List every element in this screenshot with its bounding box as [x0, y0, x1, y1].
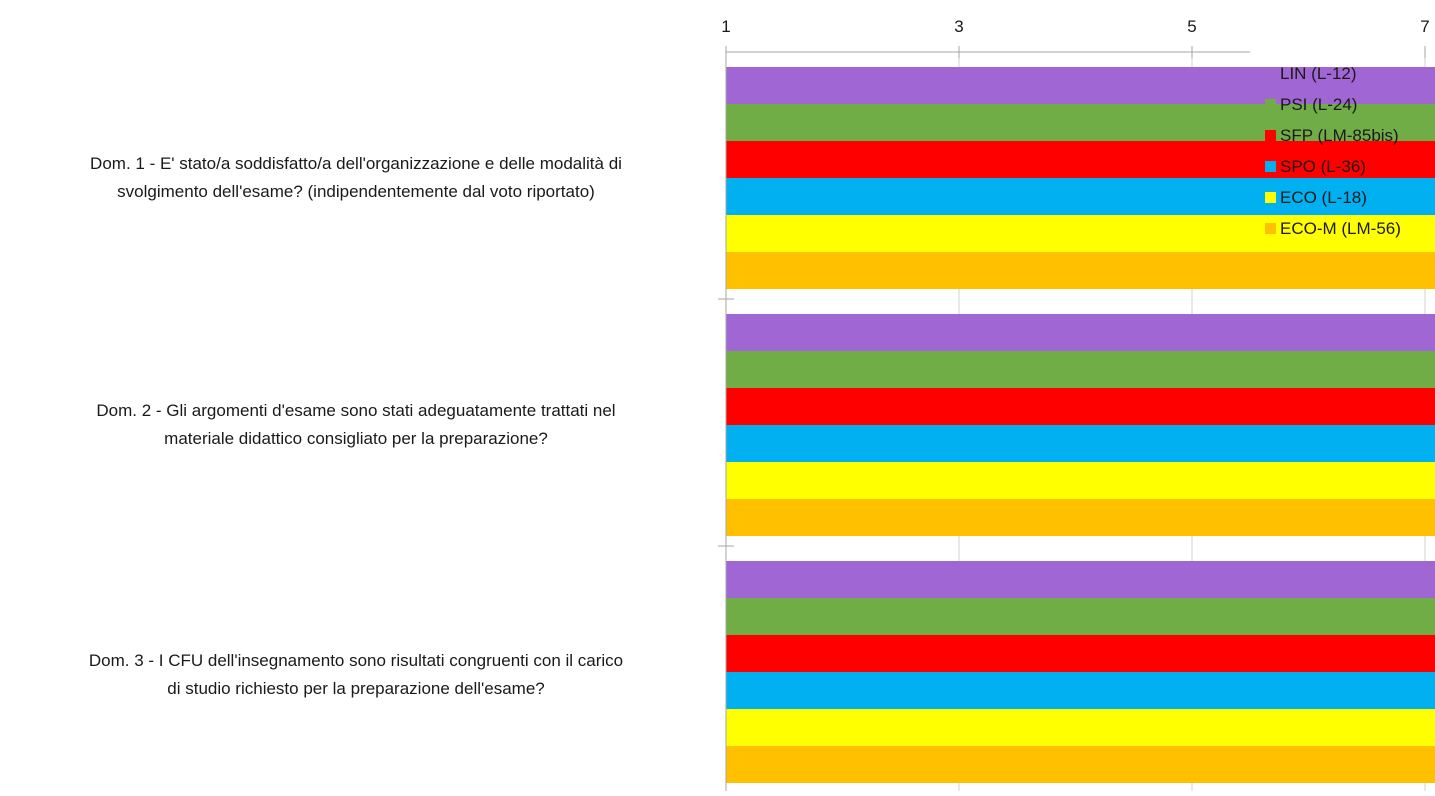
bar-dom1-eco-m [726, 252, 1435, 289]
legend-label-eco-m: ECO-M (LM-56) [1280, 219, 1401, 238]
bar-dom2-eco-m [726, 499, 1435, 536]
category-label-3: Dom. 3 - I CFU dell'insegnamento sono ri… [5, 647, 707, 703]
legend-label-psi: PSI (L-24) [1280, 95, 1357, 114]
category-label-3-line-1: Dom. 3 - I CFU dell'insegnamento sono ri… [88, 651, 624, 670]
legend-swatch-eco [1265, 192, 1276, 203]
bar-dom3-eco-m [726, 746, 1435, 783]
category-label-2-line-1: Dom. 2 - Gli argomenti d'esame sono stat… [96, 401, 616, 420]
bar-dom3-psi [726, 598, 1435, 635]
bar-dom2-spo [726, 425, 1435, 462]
category-label-2: Dom. 2 - Gli argomenti d'esame sono stat… [5, 397, 707, 453]
bar-dom3-sfp [726, 635, 1435, 672]
category-label-1: Dom. 1 - E' stato/a soddisfatto/a dell'o… [5, 150, 707, 206]
bar-dom1-spo [726, 178, 1435, 215]
bar-dom3-lin [726, 561, 1435, 598]
category-label-2-line-2: materiale didattico consigliato per la p… [164, 429, 548, 448]
bar-dom1-psi [726, 104, 1435, 141]
bar-dom2-eco [726, 462, 1435, 499]
bar-dom3-eco [726, 709, 1435, 746]
bar-dom1-lin [726, 67, 1435, 104]
legend-label-spo: SPO (L-36) [1280, 157, 1366, 176]
x-tick-label-3: 3 [954, 17, 963, 36]
bar-dom1-sfp [726, 141, 1435, 178]
legend-swatch-lin [1265, 68, 1276, 79]
legend-swatch-eco-m [1265, 223, 1276, 234]
x-tick-label-5: 5 [1187, 17, 1196, 36]
category-label-1-line-2: svolgimento dell'esame? (indipendentemen… [117, 182, 595, 201]
x-tick-label-1: 1 [721, 17, 730, 36]
bar-dom2-psi [726, 351, 1435, 388]
bar-dom2-lin [726, 314, 1435, 351]
bar-dom2-sfp [726, 388, 1435, 425]
legend-swatch-spo [1265, 161, 1276, 172]
legend-label-sfp: SFP (LM-85bis) [1280, 126, 1399, 145]
legend-swatch-psi [1265, 99, 1276, 110]
x-tick-label-7: 7 [1420, 17, 1429, 36]
category-label-3-line-2: di studio richiesto per la preparazione … [167, 679, 545, 698]
legend-label-lin: LIN (L-12) [1280, 64, 1357, 83]
bar-dom3-spo [726, 672, 1435, 709]
legend-label-eco: ECO (L-18) [1280, 188, 1367, 207]
category-label-1-line-1: Dom. 1 - E' stato/a soddisfatto/a dell'o… [90, 154, 622, 173]
bar-dom1-eco [726, 215, 1435, 252]
legend-swatch-sfp [1265, 130, 1276, 141]
